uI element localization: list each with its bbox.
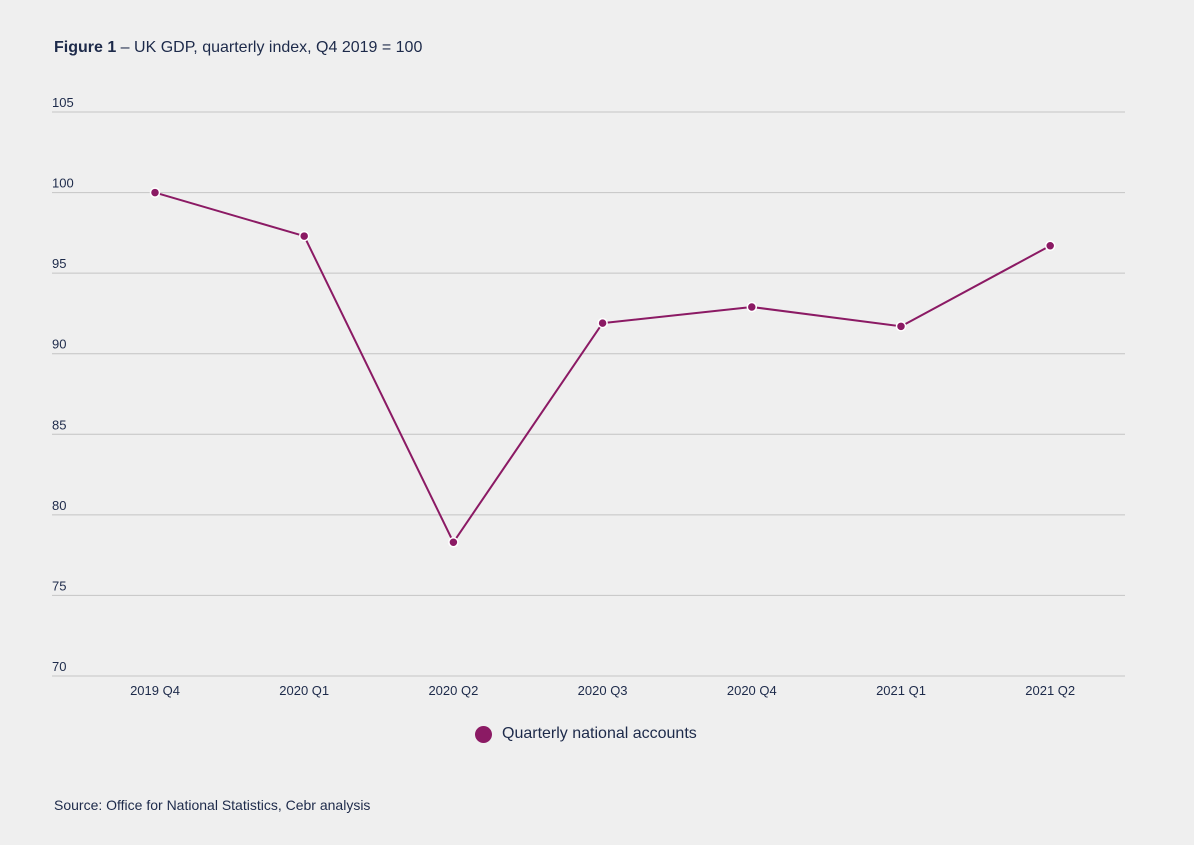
- data-point: [149, 187, 161, 198]
- y-tick-label-70: 70: [52, 659, 66, 674]
- grid-lines: [52, 111, 1125, 677]
- y-tick-label-105: 105: [52, 95, 74, 110]
- x-tick-label: 2019 Q4: [130, 683, 180, 698]
- series-group: [149, 187, 1056, 548]
- y-tick-label-100: 100: [52, 176, 74, 191]
- figure-label: Figure 1: [54, 39, 117, 56]
- y-tick-label-95: 95: [52, 256, 66, 271]
- series-line: [154, 191, 1051, 544]
- y-tick-label-85: 85: [52, 417, 66, 432]
- x-tick-label: 2020 Q3: [578, 683, 628, 698]
- data-point: [1044, 240, 1056, 251]
- y-tick-label-90: 90: [52, 337, 66, 352]
- legend: Quarterly national accounts: [475, 725, 697, 743]
- legend-swatch: [475, 725, 492, 743]
- data-point: [746, 301, 758, 313]
- x-axis-tick-labels: 2019 Q4 2020 Q1 2020 Q2 2020 Q3 2020 Q4 2021 …: [130, 683, 1075, 698]
- title-text: – UK GDP, quarterly index, Q4 2019 = 100: [116, 39, 423, 56]
- x-tick-label: 2020 Q1: [279, 683, 329, 698]
- y-tick-label-75: 75: [52, 578, 66, 593]
- x-tick-label: 2021 Q1: [876, 683, 926, 698]
- x-tick-label: 2020 Q4: [727, 683, 777, 698]
- y-tick-label-80: 80: [52, 498, 66, 513]
- data-point: [597, 317, 608, 329]
- legend-label: Quarterly national accounts: [502, 725, 697, 742]
- chart-title: Figure 1 – UK GDP, quarterly index, Q4 2…: [54, 39, 422, 57]
- data-point: [448, 537, 459, 548]
- x-tick-label: 2021 Q2: [1025, 683, 1075, 698]
- y-axis-tick-labels: 70 75 80 85 90 95 100 105: [52, 95, 74, 674]
- data-point: [298, 230, 310, 242]
- x-tick-label: 2020 Q2: [428, 683, 478, 698]
- data-point: [895, 321, 907, 332]
- source-note: Source: Office for National Statistics, …: [54, 797, 371, 813]
